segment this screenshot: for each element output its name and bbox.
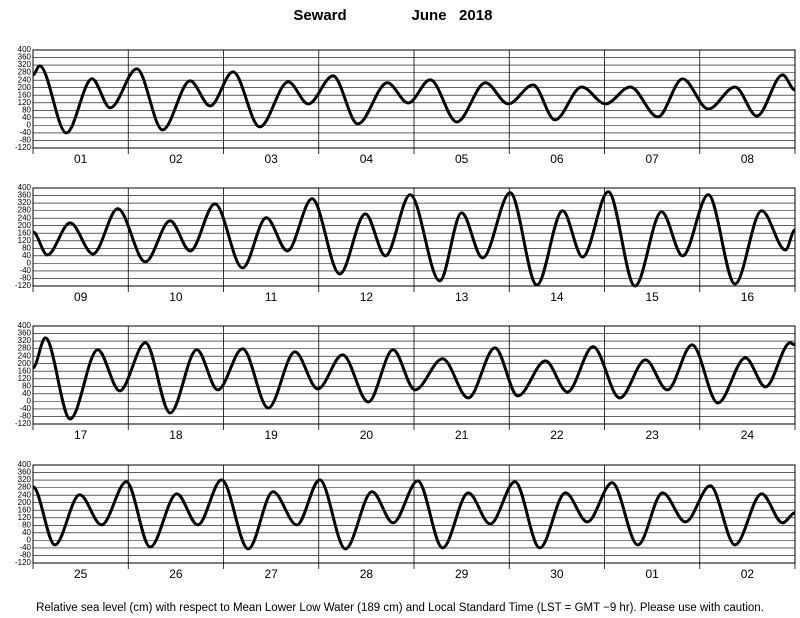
y-tick-label: -120 xyxy=(15,143,32,152)
y-tick-label: 400 xyxy=(18,321,32,330)
y-tick-label: 160 xyxy=(18,366,32,375)
y-tick-label: 360 xyxy=(18,191,32,200)
y-tick-label: 320 xyxy=(18,60,32,69)
x-tick-label: 09 xyxy=(74,290,88,304)
y-tick-label: 0 xyxy=(27,120,32,129)
y-tick-label: -40 xyxy=(19,404,31,413)
x-tick-label: 01 xyxy=(645,567,659,581)
y-tick-label: 320 xyxy=(18,336,32,345)
y-tick-label: 320 xyxy=(18,198,32,207)
y-tick-label: 240 xyxy=(18,490,32,499)
panel-frame xyxy=(32,187,796,287)
y-tick-label: -80 xyxy=(19,551,31,560)
panel-frame xyxy=(32,325,796,425)
y-tick-label: 200 xyxy=(18,83,32,92)
y-tick-label: 320 xyxy=(18,475,32,484)
y-tick-label: -80 xyxy=(19,136,31,145)
y-tick-label: 0 xyxy=(27,258,32,267)
x-tick-label: 14 xyxy=(550,290,564,304)
y-tick-label: 240 xyxy=(18,351,32,360)
x-tick-label: 28 xyxy=(360,567,374,581)
y-tick-label: 200 xyxy=(18,359,32,368)
y-tick-label: 120 xyxy=(18,374,32,383)
x-tick-label: 18 xyxy=(169,428,183,442)
x-tick-label: 21 xyxy=(455,428,469,442)
x-tick-label: 20 xyxy=(360,428,374,442)
y-tick-label: 80 xyxy=(22,520,31,529)
y-tick-label: -80 xyxy=(19,412,31,421)
y-tick-label: 40 xyxy=(22,113,31,122)
x-tick-label: 13 xyxy=(455,290,469,304)
y-tick-label: 160 xyxy=(18,505,32,514)
y-tick-label: 200 xyxy=(18,221,32,230)
y-tick-label: 400 xyxy=(18,45,32,54)
y-tick-label: 80 xyxy=(22,105,31,114)
y-tick-label: 120 xyxy=(18,236,32,245)
x-tick-label: 15 xyxy=(645,290,659,304)
y-tick-label: -40 xyxy=(19,128,31,137)
y-tick-label: 400 xyxy=(18,460,32,469)
y-tick-label: 0 xyxy=(27,396,32,405)
x-tick-label: 07 xyxy=(645,152,659,166)
y-tick-label: 160 xyxy=(18,228,32,237)
x-tick-label: 02 xyxy=(169,152,183,166)
y-tick-label: 240 xyxy=(18,75,32,84)
x-tick-label: 16 xyxy=(741,290,755,304)
x-tick-label: 05 xyxy=(455,152,469,166)
x-tick-label: 17 xyxy=(74,428,88,442)
x-tick-label: 30 xyxy=(550,567,564,581)
y-tick-label: 160 xyxy=(18,90,32,99)
chart-subtitle: June 2018 xyxy=(412,7,493,24)
tide-line xyxy=(31,336,796,421)
y-tick-label: 360 xyxy=(18,53,32,62)
tide-line xyxy=(32,64,796,135)
y-tick-label: -40 xyxy=(19,543,31,552)
y-tick-label: -40 xyxy=(19,266,31,275)
y-tick-label: 200 xyxy=(18,498,32,507)
y-tick-label: -120 xyxy=(15,281,32,290)
x-tick-label: 03 xyxy=(264,152,278,166)
x-tick-label: 26 xyxy=(169,567,183,581)
y-tick-label: 400 xyxy=(18,183,32,192)
x-tick-label: 23 xyxy=(645,428,659,442)
x-tick-label: 10 xyxy=(169,290,183,304)
panel-frame xyxy=(32,49,796,149)
y-tick-label: 80 xyxy=(22,381,31,390)
x-tick-label: 27 xyxy=(264,567,278,581)
x-tick-label: 25 xyxy=(74,567,88,581)
x-tick-label: 02 xyxy=(741,567,755,581)
tide-line xyxy=(31,478,796,551)
x-tick-label: 06 xyxy=(550,152,564,166)
x-tick-label: 08 xyxy=(741,152,755,166)
y-tick-label: 280 xyxy=(18,344,32,353)
y-tick-label: 360 xyxy=(18,329,32,338)
y-tick-label: 360 xyxy=(18,468,32,477)
y-tick-label: 120 xyxy=(18,98,32,107)
chart-title: Seward xyxy=(293,7,346,24)
y-tick-label: 40 xyxy=(22,528,31,537)
y-tick-label: 280 xyxy=(18,483,32,492)
y-tick-label: 40 xyxy=(22,389,31,398)
y-tick-label: 80 xyxy=(22,243,31,252)
x-tick-label: 01 xyxy=(74,152,88,166)
x-tick-label: 19 xyxy=(264,428,278,442)
x-tick-label: 11 xyxy=(265,290,278,304)
tide-line xyxy=(32,190,796,288)
y-tick-label: -120 xyxy=(15,558,32,567)
x-tick-label: 22 xyxy=(550,428,564,442)
y-tick-label: 280 xyxy=(18,68,32,77)
y-tick-label: 40 xyxy=(22,251,31,260)
y-tick-label: 0 xyxy=(27,535,32,544)
y-tick-label: -80 xyxy=(19,274,31,283)
y-tick-label: 280 xyxy=(18,206,32,215)
y-tick-label: 120 xyxy=(18,513,32,522)
x-tick-label: 24 xyxy=(741,428,755,442)
x-tick-label: 04 xyxy=(360,152,374,166)
footnote: Relative sea level (cm) with respect to … xyxy=(36,602,764,614)
x-tick-label: 29 xyxy=(455,567,469,581)
y-tick-label: 240 xyxy=(18,213,32,222)
y-tick-label: -120 xyxy=(15,419,32,428)
x-tick-label: 12 xyxy=(360,290,374,304)
